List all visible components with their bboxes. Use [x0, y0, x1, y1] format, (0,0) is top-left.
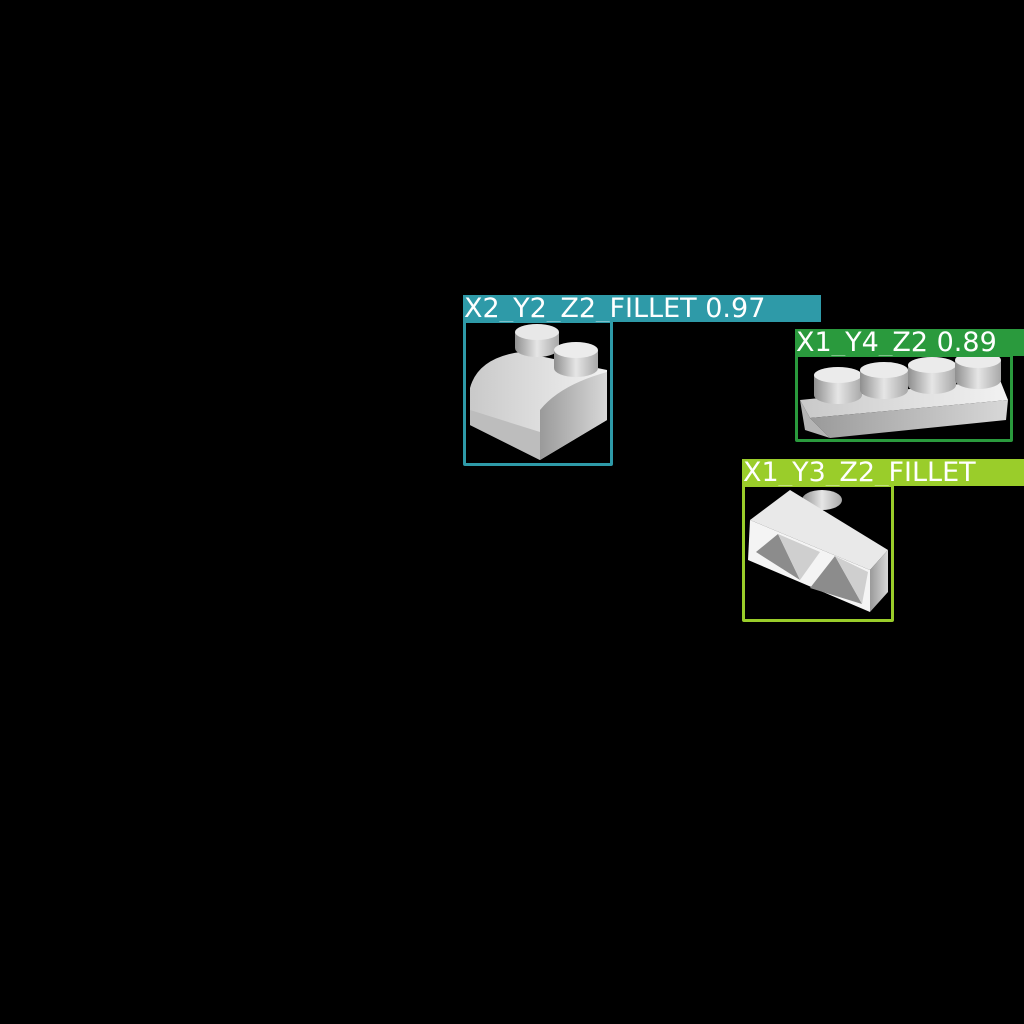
- detection-label-1: X2_Y2_Z2_FILLET 0.97: [463, 295, 821, 322]
- detection-class-3: X1_Y3_Z2_FILLET: [743, 459, 976, 486]
- detection-box-3: [742, 484, 894, 622]
- detection-label-3: X1_Y3_Z2_FILLET: [742, 459, 1024, 486]
- detection-class-2: X1_Y4_Z2: [796, 329, 929, 356]
- brick-x2-y2-z2-fillet: [470, 324, 607, 460]
- detection-box-2: [795, 354, 1013, 442]
- detection-score-2: 0.89: [936, 329, 997, 356]
- brick-x1-y4-z2: [800, 352, 1008, 438]
- detection-class-1: X2_Y2_Z2_FILLET: [464, 295, 697, 322]
- detection-box-1: [463, 320, 613, 466]
- detection-score-1: 0.97: [705, 295, 766, 322]
- brick-x1-y3-z2-fillet: [748, 490, 888, 612]
- detection-label-2: X1_Y4_Z2 0.89: [795, 329, 1024, 356]
